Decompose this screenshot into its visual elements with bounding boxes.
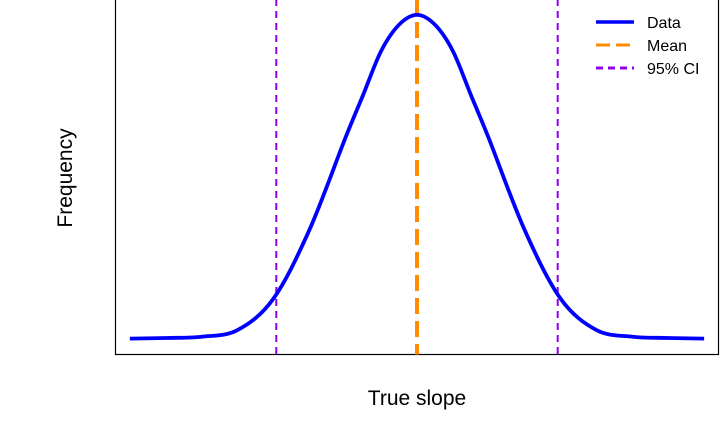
legend: Data Mean 95% CI bbox=[596, 15, 699, 78]
y-axis-label: Frequency bbox=[54, 128, 77, 228]
chart-marks bbox=[129, 0, 705, 355]
legend-label-1: Mean bbox=[647, 38, 687, 55]
x-axis-label: True slope bbox=[368, 387, 466, 410]
legend-label-2: 95% CI bbox=[647, 61, 699, 78]
series-line-data bbox=[129, 12, 705, 341]
legend-label-0: Data bbox=[647, 15, 681, 32]
